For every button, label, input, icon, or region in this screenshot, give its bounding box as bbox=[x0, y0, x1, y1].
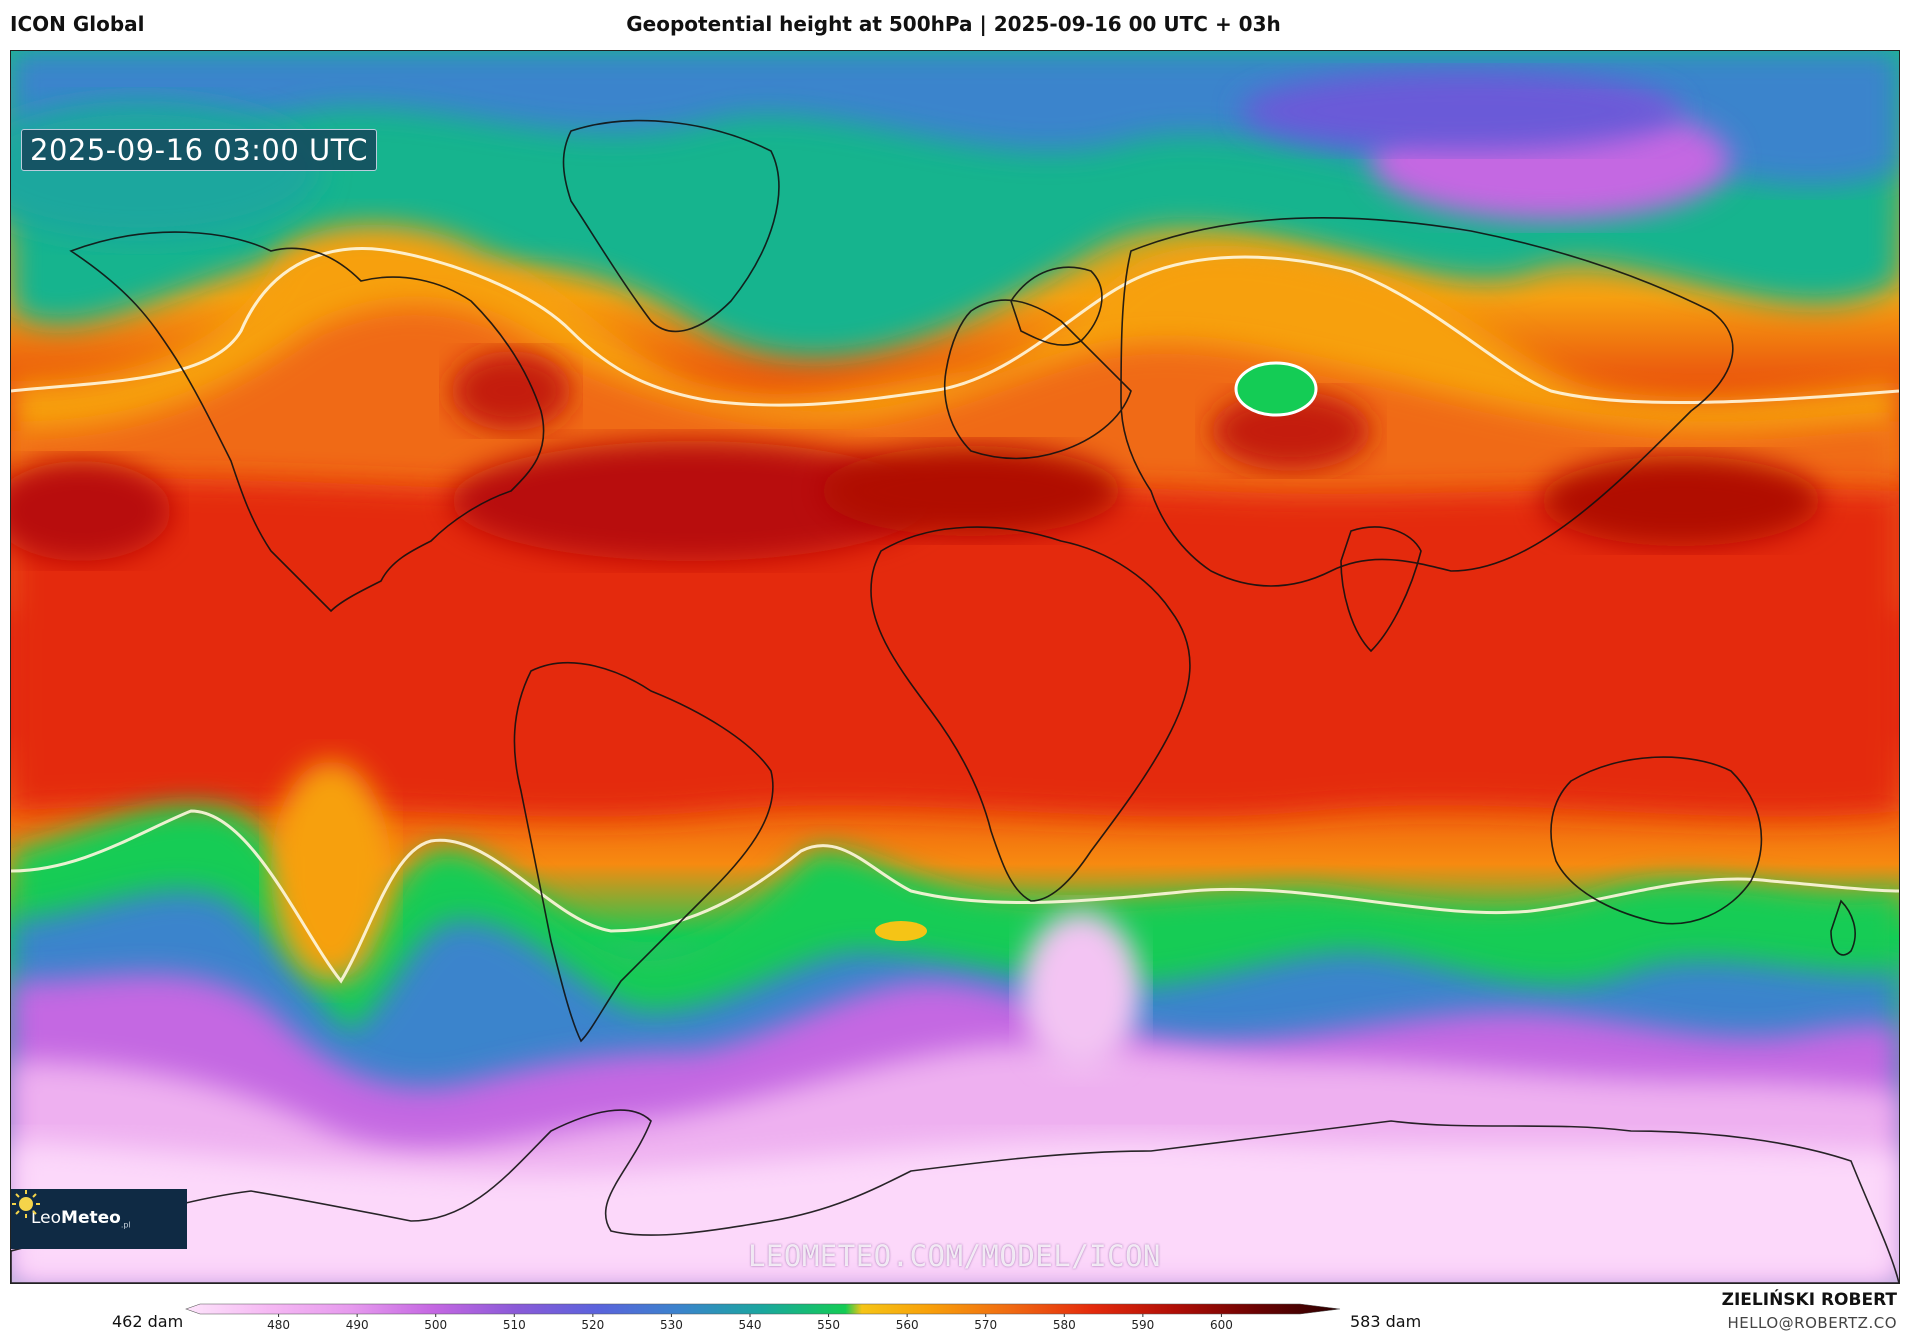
logo-text: LeoMeteo.pl bbox=[31, 1208, 131, 1230]
legend-tick-label: 480 bbox=[267, 1318, 290, 1332]
legend-tick-label: 500 bbox=[424, 1318, 447, 1332]
legend-gradient-bar bbox=[185, 1303, 1341, 1315]
map-view[interactable]: 2025-09-16 03:00 UTC LeoMeteo.pl LEOMETE… bbox=[10, 50, 1900, 1284]
geopotential-field bbox=[11, 51, 1899, 1283]
website-watermark[interactable]: LEOMETEO.COM/MODEL/ICON bbox=[747, 1239, 1162, 1273]
legend-min-label: 462 dam bbox=[112, 1312, 184, 1331]
legend-tick-label: 600 bbox=[1210, 1318, 1233, 1332]
author-name: ZIELIŃSKI ROBERT bbox=[1721, 1290, 1897, 1310]
legend-tick-label: 530 bbox=[660, 1318, 683, 1332]
valid-time-badge: 2025-09-16 03:00 UTC bbox=[21, 129, 378, 171]
legend-max-label: 583 dam bbox=[1350, 1312, 1422, 1331]
legend-tick-label: 590 bbox=[1131, 1318, 1154, 1332]
color-legend: 462 dam 480 490 500 510 520 530 540 550 560 570 58… bbox=[0, 1292, 1907, 1338]
legend-tick-label: 550 bbox=[817, 1318, 840, 1332]
leometeo-logo[interactable]: LeoMeteo.pl bbox=[11, 1189, 187, 1249]
model-name: ICON Global bbox=[10, 12, 145, 36]
legend-tick-label: 540 bbox=[739, 1318, 762, 1332]
legend-tick-label: 580 bbox=[1053, 1318, 1076, 1332]
coastlines bbox=[11, 119, 1899, 1283]
legend-tick-label: 560 bbox=[896, 1318, 919, 1332]
author-email[interactable]: HELLO@ROBERTZ.CO bbox=[1727, 1314, 1897, 1332]
legend-tick-label: 570 bbox=[974, 1318, 997, 1332]
legend-colorbar: 480 490 500 510 520 530 540 550 560 570 580 590 600 bbox=[185, 1303, 1341, 1332]
sun-icon bbox=[12, 1190, 40, 1218]
legend-tick-label: 490 bbox=[346, 1318, 369, 1332]
legend-tick-label: 510 bbox=[503, 1318, 526, 1332]
legend-tick-label: 520 bbox=[581, 1318, 604, 1332]
map-title: Geopotential height at 500hPa | 2025-09-… bbox=[626, 12, 1281, 36]
